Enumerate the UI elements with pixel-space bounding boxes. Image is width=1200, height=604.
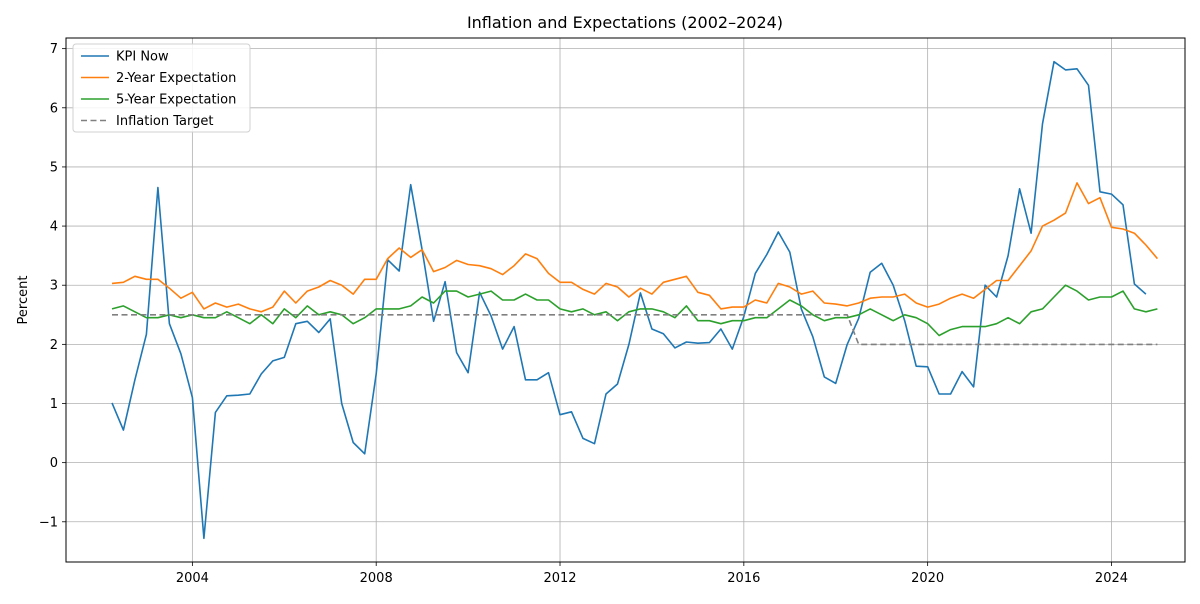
y-tick-label: −1 — [39, 515, 58, 530]
y-tick-label: 2 — [50, 338, 58, 353]
chart-title: Inflation and Expectations (2002–2024) — [467, 13, 783, 32]
series-line-2-year-expectation — [111, 182, 1159, 313]
series-line-kpi-now — [111, 60, 1147, 540]
x-tick-label: 2024 — [1095, 571, 1128, 586]
legend-label: 2-Year Expectation — [116, 71, 236, 86]
legend: KPI Now 2-Year Expectation 5-Year Expectat… — [72, 43, 251, 133]
legend-label: KPI Now — [116, 50, 169, 65]
x-tick-label: 2020 — [911, 571, 944, 586]
y-tick-label: 4 — [50, 220, 58, 235]
x-tick-label: 2016 — [727, 571, 760, 586]
plot-frame — [65, 37, 1186, 563]
y-tick-label: 5 — [50, 160, 58, 175]
y-tick-label: 1 — [50, 397, 58, 412]
series-line-5-year-expectation — [111, 284, 1158, 337]
x-tick-label: 2012 — [543, 571, 576, 586]
axis-ticks: 2004 2008 2012 2016 2020 2024 −1 0 1 2 3 4 5 6 7 — [39, 42, 1128, 586]
legend-box — [72, 43, 251, 133]
x-tick-label: 2008 — [360, 571, 393, 586]
y-tick-label: 6 — [50, 101, 58, 116]
legend-label: 5-Year Expectation — [116, 93, 236, 108]
y-axis-label: Percent — [16, 276, 31, 325]
legend-label: Inflation Target — [116, 114, 213, 129]
x-tick-label: 2004 — [176, 571, 209, 586]
y-tick-label: 7 — [50, 42, 58, 57]
y-tick-label: 3 — [50, 279, 58, 294]
series-line-inflation-target — [112, 313, 1158, 346]
y-tick-label: 0 — [50, 456, 58, 471]
series-lines — [111, 60, 1159, 540]
